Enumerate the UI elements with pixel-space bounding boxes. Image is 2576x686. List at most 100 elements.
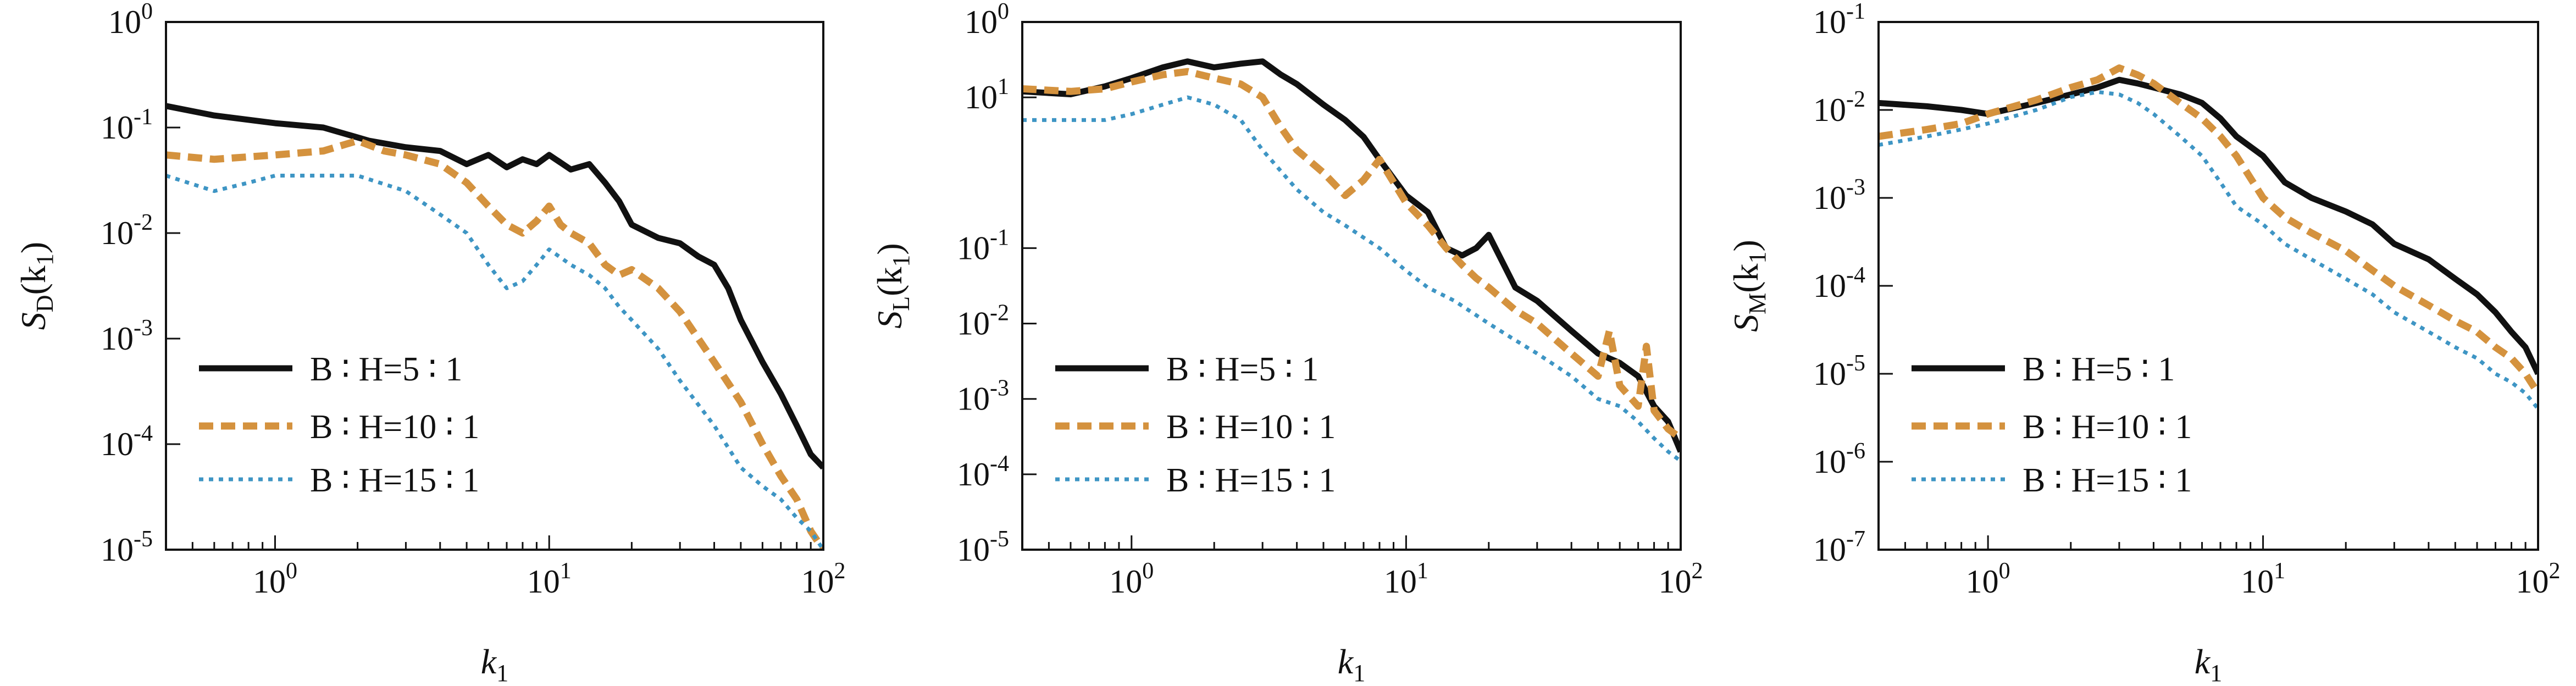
tick-base: 10 [801, 563, 834, 600]
tick-exponent: 2 [2549, 558, 2561, 584]
y-axis-label: SM(k1) [1726, 240, 1771, 332]
tick-base: 10 [1813, 268, 1846, 304]
legend-label-2: B ∶ H=10 ∶ 1 [310, 408, 479, 446]
tick-exponent: 0 [141, 0, 153, 24]
tick-exponent: -3 [1846, 175, 1865, 200]
series-line-2 [166, 137, 823, 550]
tick-exponent: -3 [990, 376, 1009, 401]
ylabel-sub: D [31, 295, 58, 312]
x-tick-label: 102 [801, 558, 846, 600]
tick-base: 10 [101, 215, 134, 251]
tick-base: 10 [101, 426, 134, 462]
y-tick-label: 10-2 [957, 301, 1009, 342]
tick-exponent: -1 [990, 225, 1009, 250]
tick-exponent: -1 [134, 104, 153, 130]
ylabel-arg: (k [1726, 263, 1765, 292]
y-tick-label: 10-7 [1813, 527, 1865, 568]
ylabel-arg: (k [14, 265, 53, 295]
ylabel-main: S [1726, 314, 1765, 332]
ylabel-main: S [14, 312, 53, 330]
tick-base: 10 [1384, 563, 1417, 600]
x-tick-label: 101 [2241, 558, 2285, 600]
tick-exponent: 0 [1142, 558, 1154, 584]
series-line-1 [1022, 58, 1681, 453]
xlabel-sub: 1 [1353, 660, 1365, 686]
tick-base: 10 [2516, 563, 2549, 600]
tick-base: 10 [957, 306, 990, 342]
ylabel-close: ) [870, 243, 909, 255]
y-tick-label: 10-1 [957, 225, 1009, 266]
y-tick-label: 10-6 [1813, 439, 1865, 480]
tick-base: 10 [957, 456, 990, 493]
legend-label-3: B ∶ H=15 ∶ 1 [310, 462, 479, 499]
ylabel-argsub: 1 [1744, 251, 1771, 263]
ylabel-main: S [870, 311, 909, 329]
tick-base: 10 [1813, 532, 1846, 568]
tick-exponent: -2 [1846, 87, 1865, 112]
tick-exponent: -2 [134, 210, 153, 235]
tick-base: 10 [957, 532, 990, 568]
y-tick-label: 10-3 [101, 316, 153, 357]
xlabel-sub: 1 [2210, 660, 2222, 686]
series-group [166, 103, 823, 550]
ylabel-close: ) [14, 242, 53, 253]
y-axis-label: SD(k1) [14, 242, 58, 330]
y-tick-label: 10-4 [1813, 263, 1865, 304]
y-tick-label: 100 [108, 0, 153, 40]
tick-exponent: 2 [1692, 558, 1703, 584]
series-line-1 [166, 103, 823, 470]
tick-base: 10 [253, 563, 286, 600]
tick-base: 10 [1966, 563, 1999, 600]
x-tick-label: 100 [1966, 558, 2010, 600]
series-line-3 [1879, 90, 2538, 410]
tick-base: 10 [108, 4, 141, 40]
y-tick-label: 101 [965, 74, 1009, 115]
chart-panel-3: 100 101 10210-110-210-310-410-510-610-7k1S… [1726, 0, 2561, 686]
y-tick-label: 10-3 [957, 376, 1009, 417]
legend-label-2: B ∶ H=10 ∶ 1 [1166, 408, 1336, 446]
legend-label-3: B ∶ H=15 ∶ 1 [1166, 462, 1336, 499]
x-tick-label: 102 [1659, 558, 1703, 600]
y-tick-label: 10-5 [957, 527, 1009, 568]
x-tick-label: 101 [1384, 558, 1428, 600]
tick-base: 10 [1813, 444, 1846, 480]
y-tick-label: 10-3 [1813, 175, 1865, 216]
tick-base: 10 [101, 532, 134, 568]
legend-label-2: B ∶ H=10 ∶ 1 [2023, 408, 2192, 446]
xlabel-sub: 1 [496, 660, 508, 686]
series-line-2 [1022, 68, 1681, 441]
tick-exponent: 1 [998, 74, 1009, 99]
series-line-1 [1879, 76, 2538, 375]
tick-exponent: -4 [134, 421, 153, 446]
tick-exponent: 0 [998, 0, 1009, 24]
tick-base: 10 [2241, 563, 2274, 600]
plot-frame [1877, 21, 2539, 551]
series-line-3 [166, 174, 823, 550]
plot-frame [1021, 21, 1682, 551]
plot-frame [165, 21, 824, 551]
chart-panel-1: 100 101 10210010-110-210-310-410-5k1SD(k1)… [14, 0, 846, 686]
tick-exponent: 0 [286, 558, 297, 584]
tick-exponent: 1 [1417, 558, 1428, 584]
xlabel-main: k [2195, 642, 2211, 681]
tick-exponent: -5 [990, 527, 1009, 552]
x-axis-label: k1 [2195, 642, 2222, 686]
tick-base: 10 [1109, 563, 1142, 600]
ylabel-arg: (k [870, 267, 909, 296]
xlabel-main: k [1338, 642, 1354, 681]
tick-base: 10 [101, 320, 134, 357]
x-tick-label: 100 [1109, 558, 1154, 600]
tick-exponent: -5 [1846, 351, 1865, 376]
y-tick-label: 10-5 [101, 527, 153, 568]
y-tick-label: 10-2 [101, 210, 153, 251]
y-axis-label: SL(k1) [870, 243, 915, 329]
legend-label-3: B ∶ H=15 ∶ 1 [2023, 462, 2192, 499]
chart-panel-2: 100 101 10210010110-110-210-310-410-5k1SL(… [870, 0, 1703, 686]
tick-base: 10 [965, 4, 998, 40]
tick-exponent: -2 [990, 301, 1009, 326]
series-group [1879, 64, 2538, 410]
legend-label-1: B ∶ H=5 ∶ 1 [1166, 351, 1319, 388]
tick-base: 10 [527, 563, 560, 600]
x-axis-label: k1 [1338, 642, 1365, 686]
